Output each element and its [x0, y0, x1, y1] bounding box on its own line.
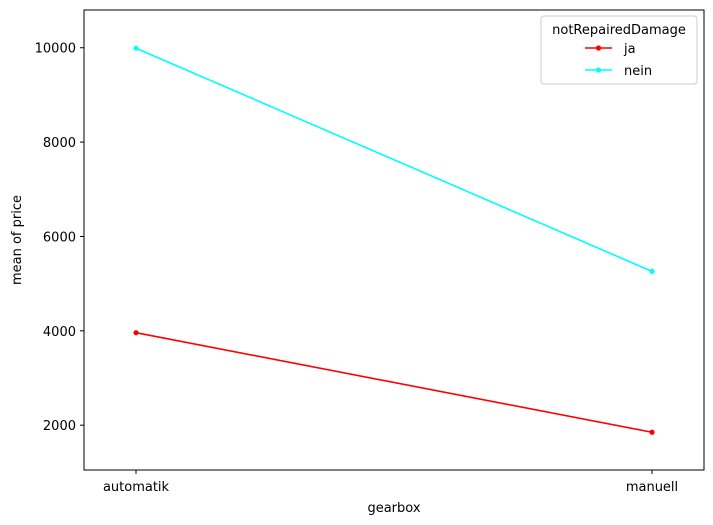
y-tick-label: 2000 — [43, 419, 76, 434]
legend-title: notRepairedDamage — [552, 23, 686, 38]
x-axis: automatik manuell — [103, 470, 678, 495]
legend-marker-swatch — [595, 45, 602, 51]
y-axis-label: mean of price — [10, 195, 25, 285]
legend-label: nein — [624, 64, 652, 79]
y-tick-label: 6000 — [43, 230, 76, 245]
data-point — [133, 45, 139, 51]
x-axis-label: gearbox — [367, 501, 420, 516]
legend-entry-ja: ja — [585, 42, 636, 57]
series-line — [135, 47, 653, 273]
data-point — [649, 268, 655, 274]
series-line — [135, 331, 653, 434]
legend-label: ja — [623, 42, 636, 57]
legend: notRepairedDamage ja nein — [540, 15, 698, 85]
x-tick-label: manuell — [626, 480, 678, 495]
data-point — [649, 429, 655, 435]
y-tick-label: 10000 — [35, 42, 76, 57]
y-tick-label: 4000 — [43, 325, 76, 340]
x-tick-label: automatik — [103, 480, 170, 495]
y-tick-label: 8000 — [43, 136, 76, 151]
series-layer — [133, 45, 655, 435]
plot-frame — [83, 9, 705, 471]
series-ja — [133, 330, 655, 435]
y-axis: 2000 4000 6000 8000 10000 — [35, 42, 84, 434]
legend-entries: ja nein — [585, 42, 652, 79]
data-point — [133, 330, 139, 336]
legend-entry-nein: nein — [585, 64, 652, 79]
legend-frame — [540, 15, 698, 85]
plot-area — [84, 10, 704, 470]
series-nein — [133, 45, 655, 274]
legend-marker-swatch — [595, 67, 602, 73]
